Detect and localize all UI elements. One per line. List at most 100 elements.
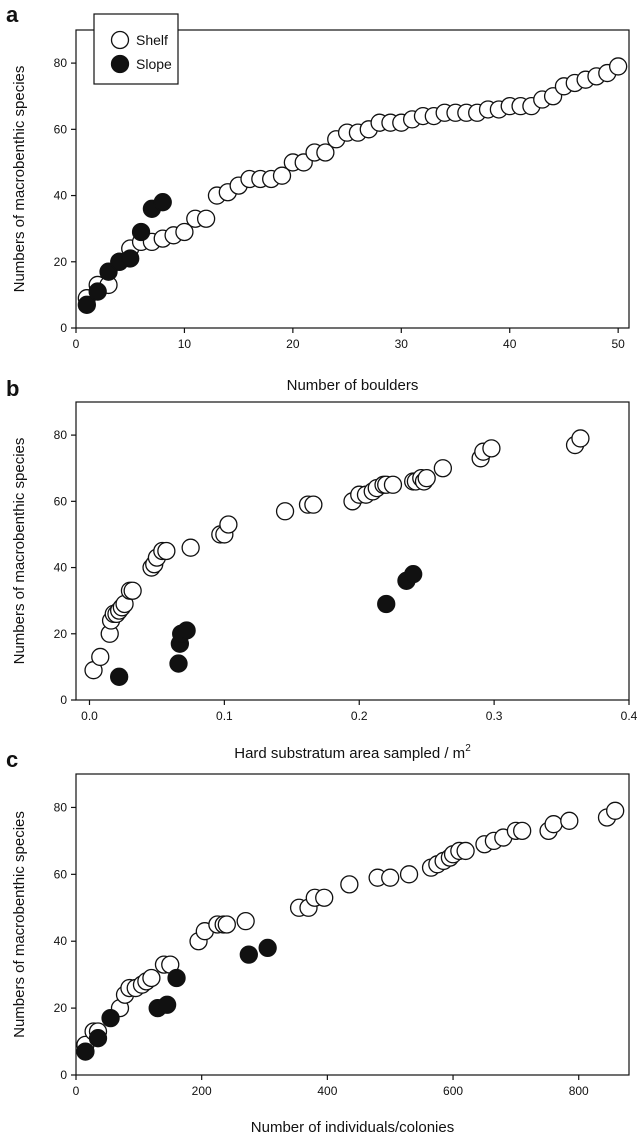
slope-point bbox=[88, 1029, 108, 1048]
shelf-point bbox=[91, 647, 110, 667]
x-tick-label: 800 bbox=[569, 1084, 589, 1098]
shelf-point bbox=[456, 841, 475, 861]
y-tick-label: 80 bbox=[54, 428, 68, 442]
y-tick-label: 20 bbox=[54, 1001, 68, 1015]
shelf-point bbox=[236, 912, 255, 931]
shelf-point bbox=[383, 475, 403, 494]
y-tick-label: 80 bbox=[54, 56, 68, 70]
slope-point bbox=[131, 222, 151, 242]
x-axis-label: Number of boulders bbox=[287, 377, 419, 394]
panel-letter: c bbox=[6, 747, 18, 772]
slope-point bbox=[177, 621, 196, 640]
shelf-point bbox=[482, 439, 501, 458]
slope-point bbox=[101, 1008, 120, 1028]
x-tick-label: 0 bbox=[73, 337, 80, 351]
plot-frame bbox=[75, 773, 630, 1076]
legend-slope-marker bbox=[110, 54, 130, 74]
shelf-point bbox=[417, 469, 436, 488]
y-axis-label: Numbers of macrobenthic species bbox=[11, 66, 28, 293]
x-tick-label: 0.4 bbox=[621, 709, 638, 723]
slope-point bbox=[404, 565, 423, 584]
y-tick-label: 0 bbox=[60, 693, 67, 707]
panel-letter: a bbox=[6, 2, 19, 27]
y-tick-label: 60 bbox=[54, 867, 68, 881]
slope-point bbox=[121, 249, 140, 268]
plot-frame bbox=[75, 401, 630, 701]
legend-shelf-marker bbox=[110, 30, 130, 50]
y-tick-label: 80 bbox=[54, 800, 68, 814]
x-tick-label: 0.2 bbox=[351, 709, 368, 723]
slope-point bbox=[153, 193, 172, 212]
series-slope bbox=[77, 193, 172, 314]
slope-point bbox=[88, 282, 107, 301]
x-axis-label-text: Hard substratum area sampled / m bbox=[234, 745, 465, 762]
shelf-point bbox=[340, 875, 359, 894]
shelf-point bbox=[123, 581, 142, 600]
y-tick-label: 20 bbox=[54, 255, 68, 269]
x-tick-label: 0.0 bbox=[81, 709, 98, 723]
slope-point bbox=[258, 938, 277, 958]
panel-letter: b bbox=[6, 376, 19, 401]
slope-point bbox=[157, 995, 177, 1014]
x-tick-label: 50 bbox=[611, 337, 625, 351]
y-tick-label: 0 bbox=[60, 321, 67, 335]
slope-point bbox=[77, 295, 96, 314]
y-tick-label: 60 bbox=[54, 494, 68, 508]
shelf-point bbox=[304, 495, 323, 514]
y-axis-label: Numbers of macrobenthic species bbox=[11, 438, 28, 665]
x-axis-label-superscript: 2 bbox=[465, 743, 471, 754]
shelf-point bbox=[513, 821, 532, 841]
shelf-point bbox=[560, 811, 579, 830]
x-tick-label: 40 bbox=[503, 337, 517, 351]
slope-point bbox=[169, 654, 188, 673]
chart-panel-c: c 0 200 400 600 800 0 20 40 60 80 Number of individ… bbox=[6, 747, 630, 1136]
x-tick-label: 0 bbox=[73, 1084, 80, 1098]
chart-panel-b: b 0.0 0.1 0.2 0.3 0.4 0 20 40 60 80 Hard substratum… bbox=[6, 376, 638, 762]
slope-point bbox=[76, 1042, 95, 1061]
x-axis-label-text: Number of individuals/colonies bbox=[251, 1119, 454, 1136]
legend: Shelf Slope bbox=[93, 13, 179, 85]
shelf-point bbox=[181, 538, 200, 557]
x-tick-label: 0.1 bbox=[216, 709, 233, 723]
y-tick-label: 40 bbox=[54, 934, 68, 948]
y-axis-label: Numbers of macrobenthic species bbox=[11, 811, 28, 1038]
x-axis-label-text: Number of boulders bbox=[287, 377, 419, 394]
slope-point bbox=[110, 667, 129, 686]
shelf-point bbox=[272, 166, 292, 185]
x-tick-label: 20 bbox=[286, 337, 300, 351]
x-tick-label: 200 bbox=[192, 1084, 212, 1098]
x-tick-label: 10 bbox=[178, 337, 192, 351]
y-tick-label: 20 bbox=[54, 627, 68, 641]
x-axis-label: Hard substratum area sampled / m2 bbox=[234, 743, 471, 762]
shelf-point bbox=[609, 57, 628, 76]
x-tick-label: 600 bbox=[443, 1084, 463, 1098]
x-tick-label: 0.3 bbox=[486, 709, 503, 723]
x-tick-label: 30 bbox=[395, 337, 409, 351]
shelf-point bbox=[433, 459, 453, 478]
shelf-point bbox=[544, 815, 563, 834]
legend-label: Shelf bbox=[136, 32, 168, 48]
y-tick-label: 40 bbox=[54, 189, 68, 203]
shelf-point bbox=[381, 868, 400, 887]
shelf-point bbox=[571, 429, 590, 448]
shelf-point bbox=[175, 222, 194, 242]
legend-box bbox=[93, 13, 179, 85]
series-slope bbox=[76, 938, 277, 1061]
y-tick-label: 60 bbox=[54, 122, 68, 136]
shelf-point bbox=[219, 515, 238, 534]
slope-point bbox=[167, 968, 186, 988]
slope-point bbox=[377, 594, 396, 614]
y-tick-label: 0 bbox=[60, 1068, 67, 1082]
shelf-point bbox=[275, 502, 295, 521]
shelf-point bbox=[399, 865, 419, 884]
shelf-point bbox=[606, 801, 625, 820]
y-tick-label: 40 bbox=[54, 561, 68, 575]
series-shelf bbox=[84, 429, 590, 680]
shelf-point bbox=[157, 541, 176, 561]
shelf-point bbox=[217, 915, 236, 934]
series-shelf bbox=[77, 57, 628, 308]
series-slope bbox=[110, 565, 423, 686]
chart-panel-a: a 0 10 20 30 40 50 0 20 40 60 80 Number of boulders N… bbox=[6, 2, 630, 394]
series-shelf bbox=[76, 801, 625, 1055]
